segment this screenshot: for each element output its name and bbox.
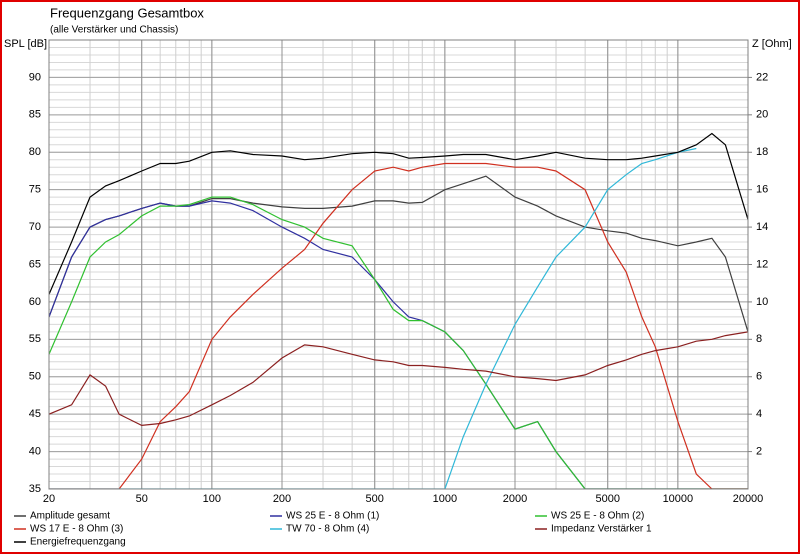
x-tick-label: 10000 <box>663 493 694 505</box>
legend-label: Impedanz Verstärker 1 <box>551 524 652 535</box>
y-tick-label: 60 <box>29 296 41 308</box>
x-tick-label: 500 <box>366 493 384 505</box>
y-tick-label: 90 <box>29 71 41 83</box>
legend-label: WS 25 E - 8 Ohm (2) <box>551 511 644 522</box>
series-line <box>49 331 748 427</box>
legend-label: WS 17 E - 8 Ohm (3) <box>30 524 123 535</box>
y2-tick-label: 22 <box>756 71 768 83</box>
y-tick-label: 65 <box>29 258 41 270</box>
legend-label: Energiefrequenzgang <box>30 537 126 548</box>
chart-title: Frequenzgang Gesamtbox <box>50 5 204 20</box>
x-tick-label: 200 <box>273 493 291 505</box>
y2-tick-label: 10 <box>756 296 768 308</box>
x-tick-label: 2000 <box>503 493 527 505</box>
x-tick-label: 100 <box>203 493 221 505</box>
legend-label: Amplitude gesamt <box>30 511 110 522</box>
y2-tick-label: 8 <box>756 333 762 345</box>
y-tick-label: 70 <box>29 221 41 233</box>
y-axis-label: SPL [dB] <box>4 38 47 50</box>
x-tick-label: 1000 <box>433 493 457 505</box>
y2-tick-label: 18 <box>756 146 768 158</box>
y2-tick-label: 16 <box>756 184 768 196</box>
series-line <box>49 147 697 489</box>
y2-tick-label: 14 <box>756 221 768 233</box>
series-line <box>49 196 748 489</box>
y2-tick-label: 6 <box>756 371 762 383</box>
legend-label: TW 70 - 8 Ohm (4) <box>286 524 369 535</box>
y-tick-label: 35 <box>29 483 41 495</box>
y-tick-label: 80 <box>29 146 41 158</box>
y-tick-label: 50 <box>29 371 41 383</box>
y-tick-label: 75 <box>29 184 41 196</box>
y2-axis-label: Z [Ohm] <box>752 38 792 50</box>
series-line <box>49 132 748 295</box>
plot-border <box>48 39 749 490</box>
y2-tick-label: 12 <box>756 258 768 270</box>
y-tick-label: 40 <box>29 445 41 457</box>
y-tick-label: 55 <box>29 333 41 345</box>
y2-tick-label: 4 <box>756 408 762 420</box>
x-tick-label: 20000 <box>733 493 764 505</box>
y-tick-label: 85 <box>29 109 41 121</box>
legend-label: WS 25 E - 8 Ohm (1) <box>286 511 379 522</box>
x-tick-label: 20 <box>43 493 55 505</box>
y2-tick-label: 20 <box>756 109 768 121</box>
x-tick-label: 5000 <box>595 493 619 505</box>
y-tick-label: 45 <box>29 408 41 420</box>
chart-subtitle: (alle Verstärker und Chassis) <box>50 25 178 36</box>
x-tick-label: 50 <box>136 493 148 505</box>
plot-lines <box>49 132 748 489</box>
series-line <box>49 200 748 489</box>
y2-tick-label: 2 <box>756 445 762 457</box>
series-line <box>49 162 748 489</box>
